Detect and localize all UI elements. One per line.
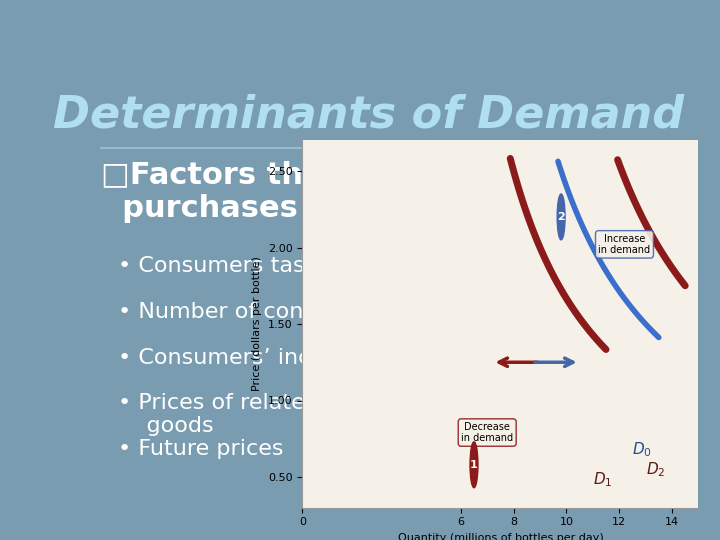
Text: Determinants of Demand: Determinants of Demand <box>53 94 685 137</box>
Y-axis label: Price (dollars per bottle): Price (dollars per bottle) <box>253 256 262 392</box>
Text: 1: 1 <box>470 460 478 470</box>
Text: • Number of consumers: • Number of consumers <box>118 302 385 322</box>
Text: • Prices of related
    goods: • Prices of related goods <box>118 393 319 436</box>
Circle shape <box>557 194 565 240</box>
X-axis label: Quantity (millions of bottles per day): Quantity (millions of bottles per day) <box>397 533 603 540</box>
Text: $D_2$: $D_2$ <box>646 460 665 478</box>
Text: • Future prices: • Future prices <box>118 439 284 459</box>
Text: $D_1$: $D_1$ <box>593 471 612 489</box>
Text: • Consumers tastes: • Consumers tastes <box>118 256 338 276</box>
Circle shape <box>470 442 478 488</box>
Text: Decrease
in demand: Decrease in demand <box>461 422 513 443</box>
Text: $D_0$: $D_0$ <box>632 440 652 459</box>
Text: 2: 2 <box>557 212 565 222</box>
Text: • Consumers’ incomes: • Consumers’ incomes <box>118 348 371 368</box>
Text: □Factors that affect
  purchases: □Factors that affect purchases <box>101 160 449 223</box>
Text: Increase
in demand: Increase in demand <box>598 233 651 255</box>
